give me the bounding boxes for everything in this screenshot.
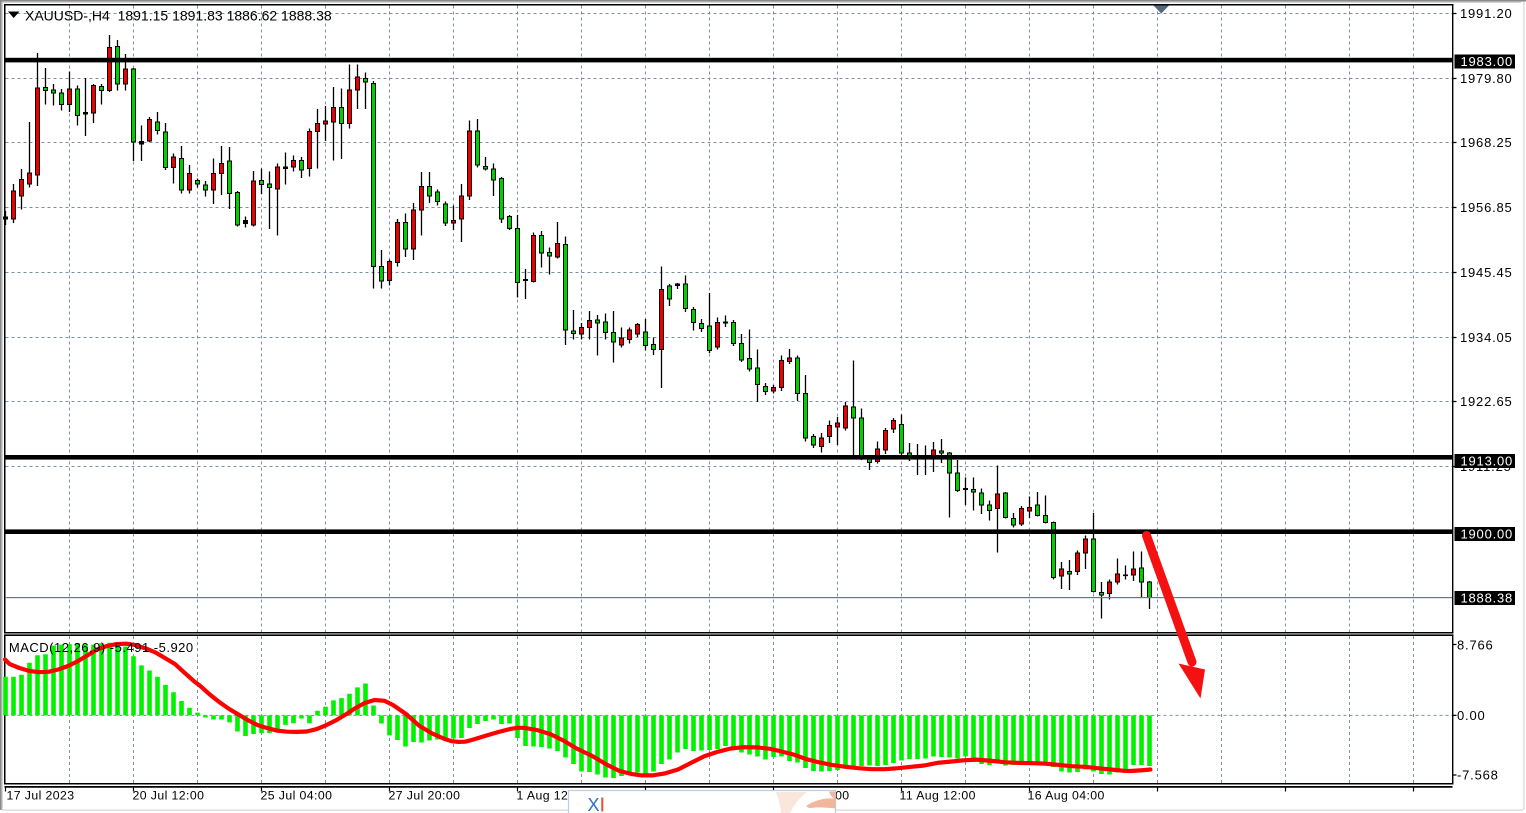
svg-text:17 Jul 2023: 17 Jul 2023 [7, 789, 75, 803]
svg-text:1968.25: 1968.25 [1460, 135, 1513, 150]
svg-text:20 Jul 12:00: 20 Jul 12:00 [133, 789, 205, 803]
svg-text:1888.38: 1888.38 [1461, 591, 1514, 606]
svg-text:1913.00: 1913.00 [1461, 454, 1514, 469]
svg-text:1945.45: 1945.45 [1460, 265, 1513, 280]
svg-text:16 Aug 04:00: 16 Aug 04:00 [1028, 789, 1105, 803]
svg-text:-7.568: -7.568 [1457, 768, 1499, 783]
svg-text:1983.00: 1983.00 [1461, 54, 1514, 69]
svg-text:1934.05: 1934.05 [1460, 330, 1513, 345]
svg-text:X: X [588, 795, 600, 813]
svg-text:1922.65: 1922.65 [1460, 394, 1513, 409]
svg-text:1900.00: 1900.00 [1461, 527, 1514, 542]
svg-text:1979.80: 1979.80 [1460, 71, 1513, 86]
svg-text:XAUUSD-,H4 1891.15 1891.83 18: XAUUSD-,H4 1891.15 1891.83 1886.62 1888.… [25, 8, 332, 24]
svg-text:11 Aug 12:00: 11 Aug 12:00 [900, 789, 976, 803]
svg-text:27 Jul 20:00: 27 Jul 20:00 [389, 789, 461, 803]
svg-text:1991.20: 1991.20 [1460, 6, 1513, 21]
svg-text:1956.85: 1956.85 [1460, 200, 1513, 215]
svg-text:25 Jul 04:00: 25 Jul 04:00 [261, 789, 333, 803]
svg-text:8.766: 8.766 [1457, 638, 1494, 653]
svg-text:MACD(12,26,9) -5.491 -5.920: MACD(12,26,9) -5.491 -5.920 [9, 640, 194, 655]
svg-text:0.00: 0.00 [1457, 708, 1486, 723]
